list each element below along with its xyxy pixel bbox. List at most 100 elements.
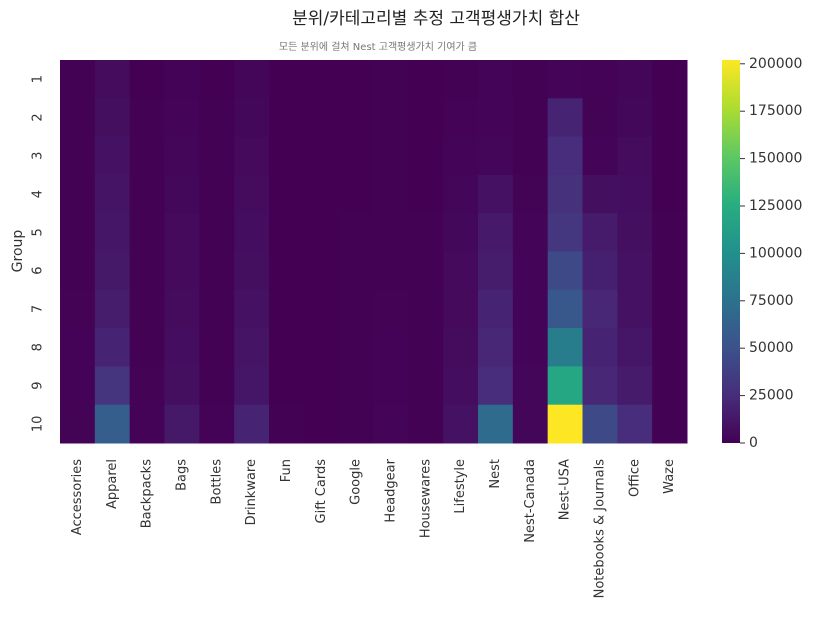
heatmap-cell	[129, 213, 165, 252]
y-tick-label: 8	[31, 343, 46, 351]
heatmap-cell	[199, 289, 235, 329]
colorbar-tick-label: 175000	[749, 103, 802, 119]
colorbar	[722, 60, 740, 443]
heatmap-cell	[303, 328, 340, 367]
heatmap-cell	[478, 404, 514, 444]
x-tick-label: Waze	[662, 459, 677, 494]
heatmap-cell	[478, 98, 514, 138]
heatmap-cell	[269, 251, 305, 291]
heatmap-cell	[234, 366, 270, 406]
heatmap-cell	[303, 98, 340, 138]
heatmap-cell	[547, 404, 583, 444]
heatmap-cell	[338, 328, 374, 367]
heatmap-cell	[617, 98, 653, 138]
x-tick-label: Apparel	[105, 459, 120, 509]
heatmap-cell	[582, 98, 618, 138]
heatmap-cell	[129, 366, 165, 406]
chart-title: 분위/카테고리별 추정 고객평생가치 합산	[292, 9, 580, 29]
x-tick-label: Gift Cards	[314, 459, 329, 524]
heatmap-cell	[617, 136, 653, 176]
heatmap-cell	[512, 251, 549, 291]
heatmap-cell	[547, 366, 583, 406]
heatmap-cell	[582, 213, 618, 252]
heatmap-cell	[164, 404, 200, 444]
x-tick-label: Fun	[279, 459, 294, 482]
heatmap-cell	[373, 98, 409, 138]
heatmap-cell	[652, 404, 688, 444]
heatmap-cell	[234, 60, 270, 99]
x-tick-label: Nest-USA	[558, 459, 573, 520]
heatmap-cell	[94, 213, 131, 252]
heatmap-cell	[164, 136, 200, 176]
heatmap-cell	[338, 213, 374, 252]
heatmap-cell	[652, 366, 688, 406]
heatmap-cell	[512, 404, 549, 444]
heatmap-cell	[234, 328, 270, 367]
heatmap-cell	[547, 174, 583, 214]
heatmap-cell	[617, 251, 653, 291]
heatmap-cell	[582, 404, 618, 444]
heatmap-cell	[443, 213, 479, 252]
heatmap-cell	[303, 404, 340, 444]
x-tick-label: Nest	[488, 459, 503, 489]
heatmap-cell	[269, 60, 305, 99]
heatmap-cell	[582, 60, 618, 99]
heatmap-cell	[60, 289, 96, 329]
heatmap-cell	[408, 251, 444, 291]
heatmap-cell	[338, 251, 374, 291]
x-tick-label: Housewares	[418, 459, 433, 538]
x-tick-label: Drinkware	[244, 459, 259, 525]
heatmap-cell	[512, 136, 549, 176]
heatmap-cell	[94, 289, 131, 329]
y-axis-label: Group	[10, 230, 26, 273]
heatmap-cell	[303, 136, 340, 176]
heatmap-cell	[652, 136, 688, 176]
heatmap-cell	[652, 174, 688, 214]
heatmap-cell	[408, 213, 444, 252]
heatmap-cell	[234, 136, 270, 176]
y-tick-label: 7	[31, 305, 46, 313]
heatmap-cell	[617, 213, 653, 252]
x-tick-label: Nest-Canada	[523, 459, 538, 543]
heatmap-cell	[164, 174, 200, 214]
heatmap-cell	[512, 213, 549, 252]
x-tick-label: Headgear	[383, 458, 398, 522]
heatmap-cell	[582, 251, 618, 291]
heatmap-cell	[60, 213, 96, 252]
heatmap-cell	[94, 60, 131, 99]
heatmap-cell	[408, 289, 444, 329]
heatmap-cell	[582, 366, 618, 406]
x-tick-label: Office	[627, 459, 642, 497]
y-tick-label: 1	[31, 75, 46, 83]
heatmap-cell	[234, 251, 270, 291]
heatmap-cell	[373, 60, 409, 99]
heatmap-cell	[582, 289, 618, 329]
heatmap-cell	[60, 251, 96, 291]
heatmap-cell	[303, 289, 340, 329]
heatmap-cell	[129, 404, 165, 444]
heatmap-cell	[478, 328, 514, 367]
heatmap-cell	[582, 328, 618, 367]
y-tick-label: 3	[31, 152, 46, 160]
heatmap-cell	[60, 328, 96, 367]
heatmap-cell	[60, 136, 96, 176]
heatmap-cell	[94, 136, 131, 176]
heatmap-cell	[443, 404, 479, 444]
heatmap-cell	[303, 174, 340, 214]
heatmap-cell	[512, 328, 549, 367]
heatmap-cell	[234, 404, 270, 444]
heatmap-cell	[94, 366, 131, 406]
heatmap-cell	[512, 289, 549, 329]
x-tick-label: Accessories	[70, 459, 85, 535]
heatmap-cell	[60, 174, 96, 214]
heatmap-cell	[234, 213, 270, 252]
heatmap-cell	[303, 251, 340, 291]
heatmap-cell	[94, 98, 131, 138]
heatmap-cell	[199, 404, 235, 444]
heatmap-cell	[373, 174, 409, 214]
heatmap-cell	[617, 404, 653, 444]
heatmap-cell	[164, 366, 200, 406]
heatmap-cell	[373, 213, 409, 252]
heatmap-cell	[234, 98, 270, 138]
